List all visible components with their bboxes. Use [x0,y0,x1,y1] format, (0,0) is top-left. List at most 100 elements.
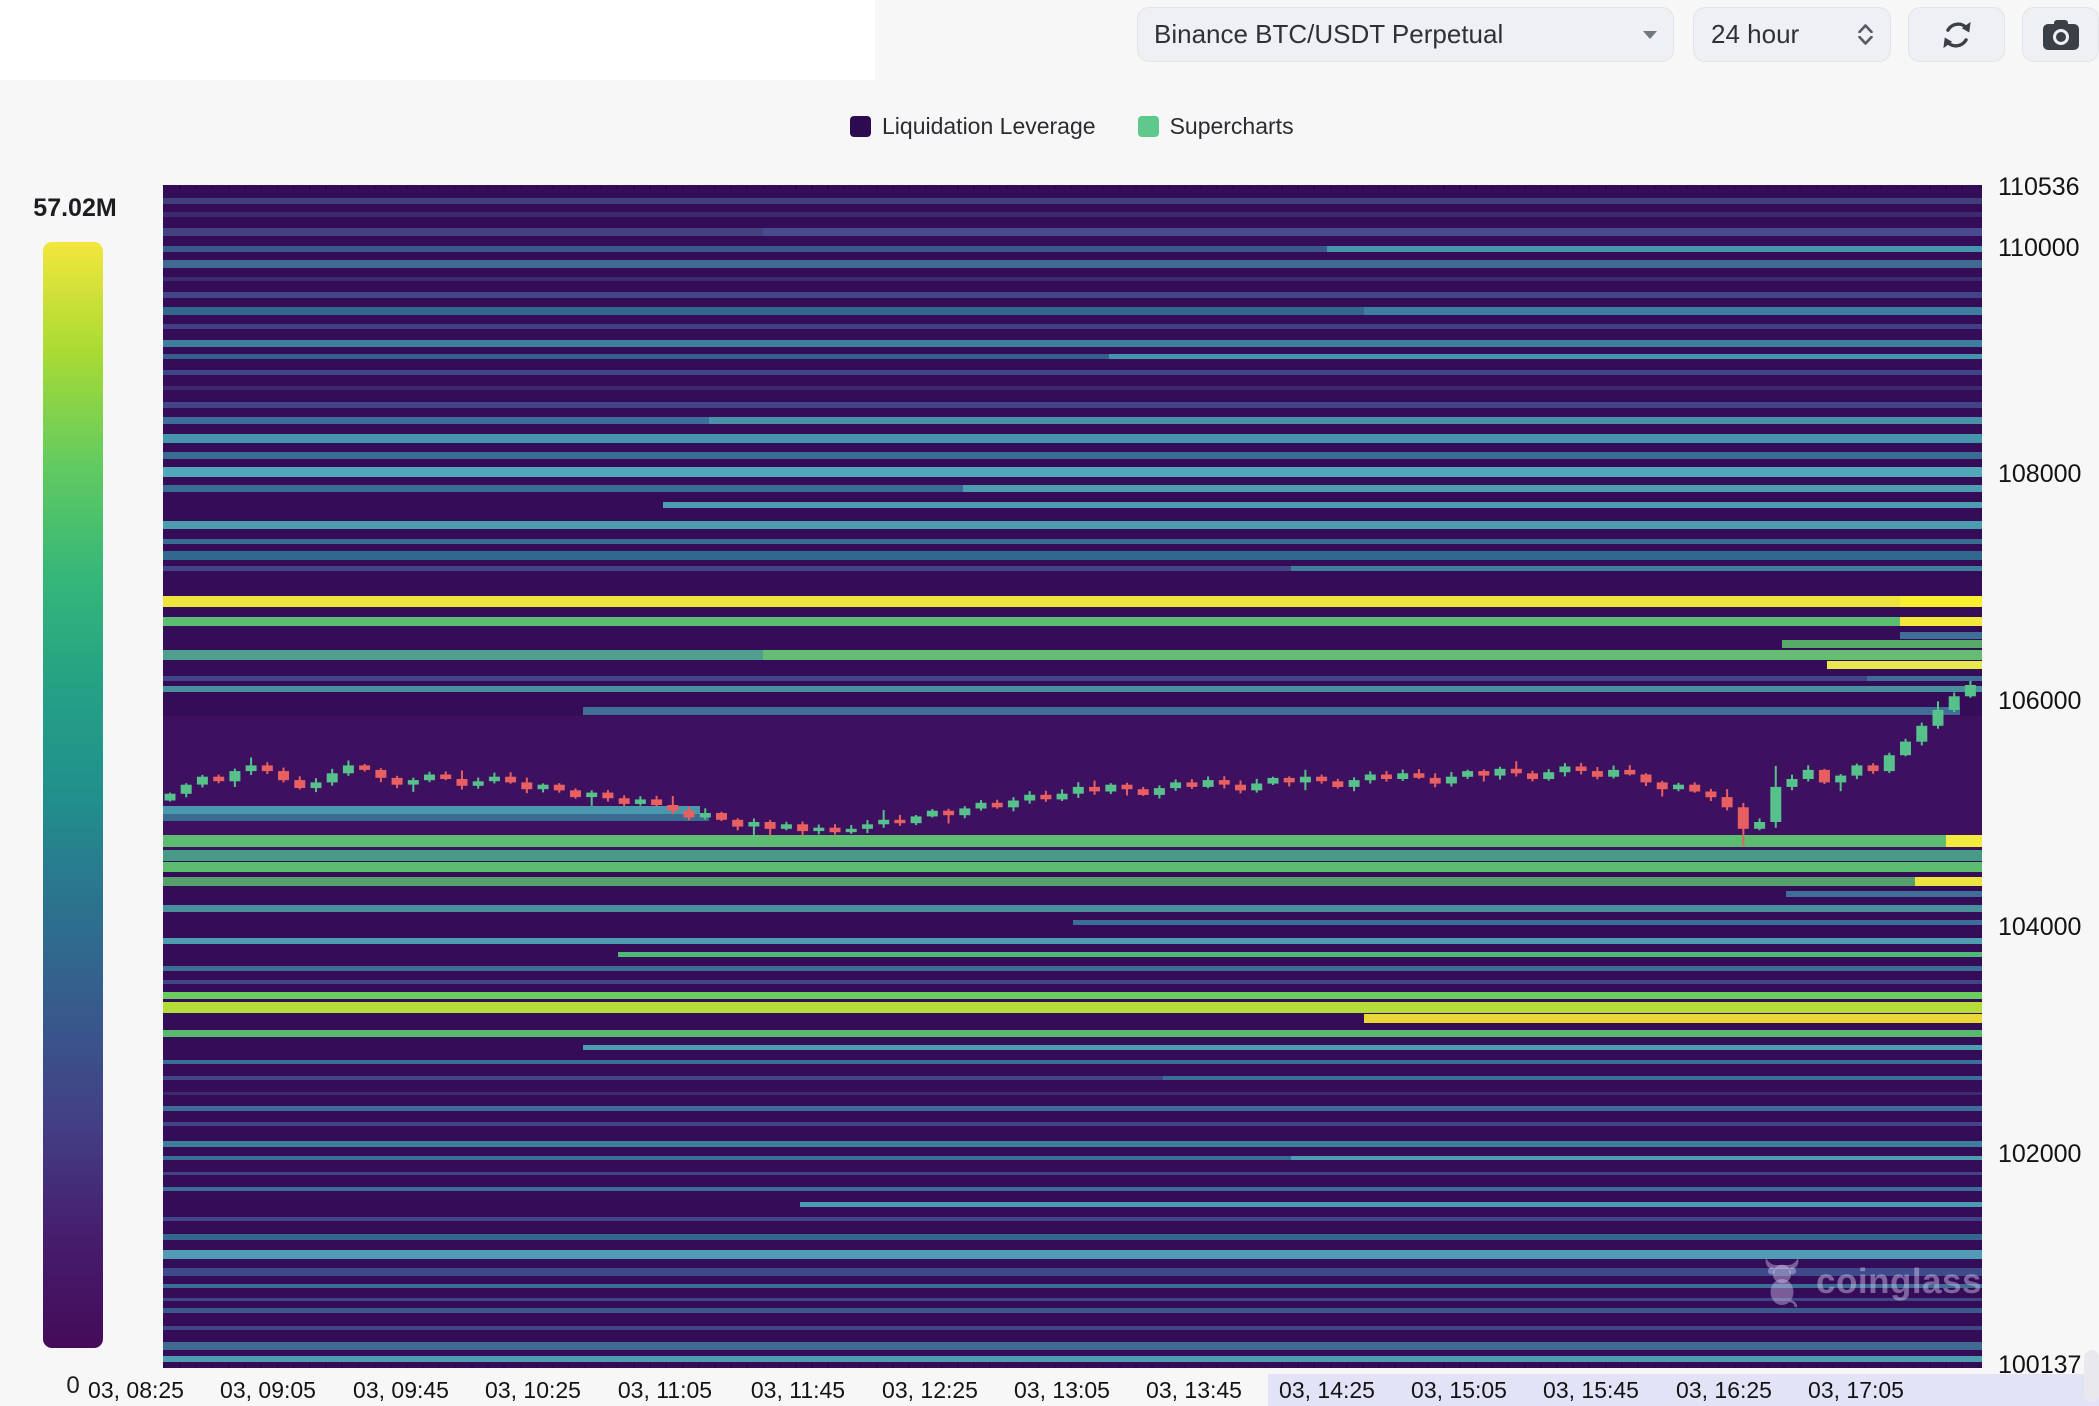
candle-body [700,813,711,818]
time-tick-label: 03, 11:45 [751,1376,845,1404]
timeframe-selector[interactable]: 24 hour [1693,7,1891,62]
candle-body [1527,773,1538,779]
candle-body [1105,785,1116,792]
candle-body [1203,780,1214,787]
candle-body [862,824,873,829]
time-tick-label: 03, 14:25 [1279,1376,1375,1404]
candle-body [1868,765,1879,771]
candle-body [311,782,322,788]
candle-body [505,777,516,783]
candle-body [1089,787,1100,792]
candle-body [278,771,289,780]
candle-body [1576,767,1587,772]
liquidation-heatmap-app: Binance BTC/USDT Perpetual 24 hour Liqui… [0,0,2099,1406]
candle-body [1462,771,1473,777]
candle-body [765,822,776,829]
legend-item-supercharts[interactable]: Supercharts [1138,113,1294,140]
candle-body [1641,775,1652,783]
candle-body [878,820,889,825]
candle-body [1803,770,1814,779]
pair-selector-dropdown[interactable]: Binance BTC/USDT Perpetual [1137,7,1674,62]
candle-body [1738,807,1749,829]
candle-body [1365,775,1376,781]
candle-body [408,780,419,785]
candle-body [538,785,549,790]
candle-body [1316,777,1327,782]
candle-body [1495,769,1506,776]
candle-body [1446,777,1457,784]
candle-body [667,805,678,811]
candle-body [1381,775,1392,780]
time-tick-label: 03, 15:45 [1543,1376,1639,1404]
candle-body [1138,789,1149,795]
candle-body [1673,785,1684,790]
candle-body [1949,696,1960,710]
candle-body [1787,779,1798,787]
candle-body [375,770,386,778]
legend-label: Supercharts [1170,113,1294,140]
camera-icon [2041,18,2081,52]
candle-body [1186,782,1197,787]
pair-selector-value: Binance BTC/USDT Perpetual [1154,19,1503,50]
candle-body [197,777,208,785]
candle-body [1900,742,1911,756]
price-tick-label: 110536 [1998,174,2080,200]
candle-body [1592,771,1603,777]
time-tick-label: 03, 09:05 [220,1376,316,1404]
time-tick-label: 03, 13:45 [1146,1376,1242,1404]
candle-body [1413,773,1424,778]
candle-body [1430,778,1441,784]
time-tick-label: 03, 09:45 [353,1376,449,1404]
candle-body [992,803,1003,808]
legend-item-liquidation-leverage[interactable]: Liquidation Leverage [850,113,1096,140]
time-tick-label: 03, 17:05 [1808,1376,1904,1404]
candle-body [1397,773,1408,779]
candle-body [927,811,938,817]
refresh-button[interactable] [1908,7,2005,62]
refresh-icon [1938,16,1976,54]
colorbar-gradient [43,242,103,1348]
candle-body [1965,685,1976,696]
candle-body [1349,780,1360,787]
time-tick-label: 03, 10:25 [485,1376,581,1404]
candle-body [1478,771,1489,776]
candle-body [976,803,987,809]
candle-body [619,798,630,804]
candle-body [1722,797,1733,807]
time-tick-label: 03, 16:25 [1676,1376,1772,1404]
candle-body [716,813,727,820]
candle-body [830,828,841,833]
legend-swatch-liquidation [850,116,871,137]
candle-body [586,793,597,798]
price-tick-label: 102000 [1998,1141,2081,1167]
candlestick-overlay [163,185,1982,1368]
candle-body [1300,777,1311,783]
candle-body [1122,785,1133,790]
candle-body [554,785,565,791]
candle-body [1754,822,1765,829]
candle-body [813,828,824,831]
heatmap-plot-area[interactable]: coinglass [163,185,1982,1368]
candle-body [1770,787,1781,822]
candle-body [797,824,808,831]
price-tick-label: 108000 [1998,461,2081,487]
candle-body [1608,770,1619,777]
candle-body [959,808,970,815]
candle-body [732,820,743,827]
time-tick-label: 03, 11:05 [618,1376,712,1404]
candle-body [1154,788,1165,795]
screenshot-button[interactable] [2022,7,2099,62]
time-tick-label: 03, 15:05 [1411,1376,1507,1404]
candle-body [1219,780,1230,785]
candle-body [911,816,922,823]
candle-body [1040,795,1051,800]
candle-body [748,822,759,827]
candle-body [343,765,354,773]
candle-body [1624,770,1635,775]
candle-body [570,790,581,797]
candle-body [1251,784,1262,791]
scrollbar-thumb[interactable] [2084,1350,2099,1402]
candle-body [1851,765,1862,775]
candle-body [181,785,192,794]
candle-body [1705,792,1716,798]
